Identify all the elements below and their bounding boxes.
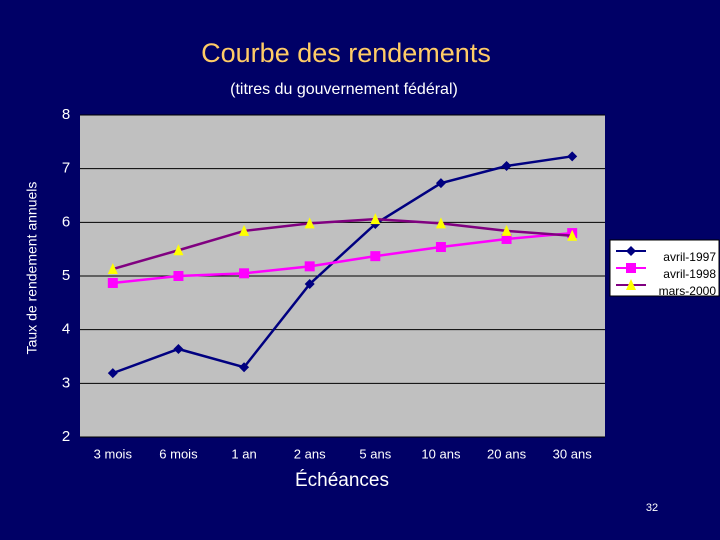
- legend-marker: [626, 246, 636, 256]
- series-line: [112, 217, 573, 271]
- data-point: [370, 213, 381, 225]
- data-point: [239, 224, 250, 236]
- data-point: [107, 277, 118, 288]
- data-point: [501, 224, 512, 236]
- series-line: [112, 231, 573, 285]
- legend-marker: [626, 263, 636, 273]
- data-point: [370, 251, 381, 262]
- y-tick-label: 4: [62, 321, 70, 338]
- data-point: [501, 233, 512, 244]
- chart-title: Courbe des rendements: [201, 38, 491, 68]
- data-point: [435, 242, 446, 253]
- x-tick-label: 10 ans: [421, 446, 461, 461]
- data-point: [567, 151, 578, 162]
- x-tick-label: 20 ans: [487, 446, 527, 461]
- x-tick-label: 30 ans: [553, 446, 593, 461]
- data-point: [435, 178, 446, 189]
- x-tick-label: 2 ans: [294, 446, 326, 461]
- data-point: [304, 261, 315, 272]
- page-number: 32: [646, 502, 658, 514]
- y-tick-label: 7: [62, 160, 70, 177]
- data-point: [107, 368, 118, 379]
- legend-label: avril-1997: [663, 250, 716, 264]
- data-point: [173, 271, 184, 281]
- y-tick-label: 6: [62, 213, 70, 230]
- data-point: [173, 244, 184, 256]
- y-tick-label: 5: [62, 267, 70, 284]
- data-point: [501, 160, 512, 171]
- data-point: [304, 217, 315, 229]
- x-tick-label: 6 mois: [159, 446, 198, 461]
- y-tick-label: 8: [62, 106, 70, 123]
- series-line: [112, 155, 573, 375]
- data-point: [239, 268, 250, 279]
- data-point: [567, 229, 578, 241]
- legend-label: mars-2000: [659, 284, 717, 298]
- y-tick-label: 2: [62, 428, 70, 445]
- x-axis-label: Échéances: [295, 470, 389, 491]
- data-point: [107, 263, 118, 275]
- x-tick-label: 1 an: [231, 446, 256, 461]
- chart-subtitle: (titres du gouvernement fédéral): [230, 81, 458, 98]
- y-axis-label: Taux de rendement annuels: [24, 182, 40, 355]
- x-tick-label: 5 ans: [359, 446, 391, 461]
- legend-marker: [626, 279, 636, 290]
- data-point: [304, 279, 315, 290]
- data-point: [435, 217, 446, 229]
- x-tick-label: 3 mois: [94, 446, 133, 461]
- data-point: [173, 343, 184, 354]
- legend-label: avril-1998: [663, 267, 716, 281]
- y-tick-label: 3: [62, 374, 70, 391]
- data-point: [239, 362, 250, 373]
